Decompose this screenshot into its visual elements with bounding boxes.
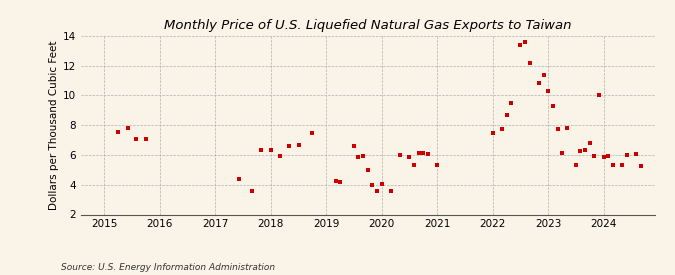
Point bbox=[524, 60, 535, 65]
Point bbox=[539, 73, 549, 78]
Point bbox=[377, 182, 387, 186]
Point bbox=[348, 144, 359, 148]
Point bbox=[362, 168, 373, 172]
Point bbox=[247, 189, 258, 194]
Point bbox=[307, 131, 318, 136]
Point bbox=[502, 113, 512, 118]
Point bbox=[233, 177, 244, 181]
Point bbox=[418, 150, 429, 155]
Point bbox=[275, 154, 286, 159]
Point bbox=[580, 148, 591, 153]
Point bbox=[131, 136, 142, 141]
Point bbox=[140, 137, 151, 141]
Point bbox=[552, 127, 563, 131]
Y-axis label: Dollars per Thousand Cubic Feet: Dollars per Thousand Cubic Feet bbox=[49, 40, 59, 210]
Point bbox=[423, 152, 433, 156]
Point bbox=[630, 152, 641, 156]
Point bbox=[487, 130, 498, 135]
Point bbox=[575, 149, 586, 153]
Text: Source: U.S. Energy Information Administration: Source: U.S. Energy Information Administ… bbox=[61, 263, 275, 272]
Point bbox=[497, 127, 508, 131]
Point bbox=[598, 155, 609, 159]
Point bbox=[256, 147, 267, 152]
Point bbox=[432, 163, 443, 167]
Point bbox=[330, 179, 341, 183]
Point bbox=[386, 188, 397, 193]
Point bbox=[284, 144, 294, 148]
Point bbox=[603, 153, 614, 158]
Point bbox=[557, 151, 568, 156]
Point bbox=[353, 155, 364, 159]
Point bbox=[543, 89, 554, 93]
Point bbox=[561, 126, 572, 130]
Point bbox=[404, 155, 415, 159]
Point bbox=[594, 92, 605, 97]
Point bbox=[358, 153, 369, 158]
Point bbox=[293, 143, 304, 147]
Point bbox=[570, 163, 581, 167]
Point bbox=[408, 163, 419, 167]
Point bbox=[585, 141, 595, 145]
Point bbox=[395, 153, 406, 157]
Point bbox=[372, 188, 383, 193]
Point bbox=[414, 151, 425, 156]
Point bbox=[547, 104, 558, 108]
Point bbox=[122, 126, 133, 130]
Point bbox=[113, 130, 124, 134]
Point bbox=[608, 163, 618, 167]
Point bbox=[515, 43, 526, 48]
Point bbox=[506, 101, 516, 105]
Point bbox=[367, 183, 378, 188]
Point bbox=[533, 81, 544, 85]
Point bbox=[589, 154, 599, 159]
Point bbox=[622, 153, 632, 157]
Point bbox=[635, 164, 646, 168]
Point bbox=[265, 148, 276, 153]
Title: Monthly Price of U.S. Liquefied Natural Gas Exports to Taiwan: Monthly Price of U.S. Liquefied Natural … bbox=[164, 19, 572, 32]
Point bbox=[616, 163, 627, 167]
Point bbox=[335, 180, 346, 184]
Point bbox=[520, 40, 531, 45]
